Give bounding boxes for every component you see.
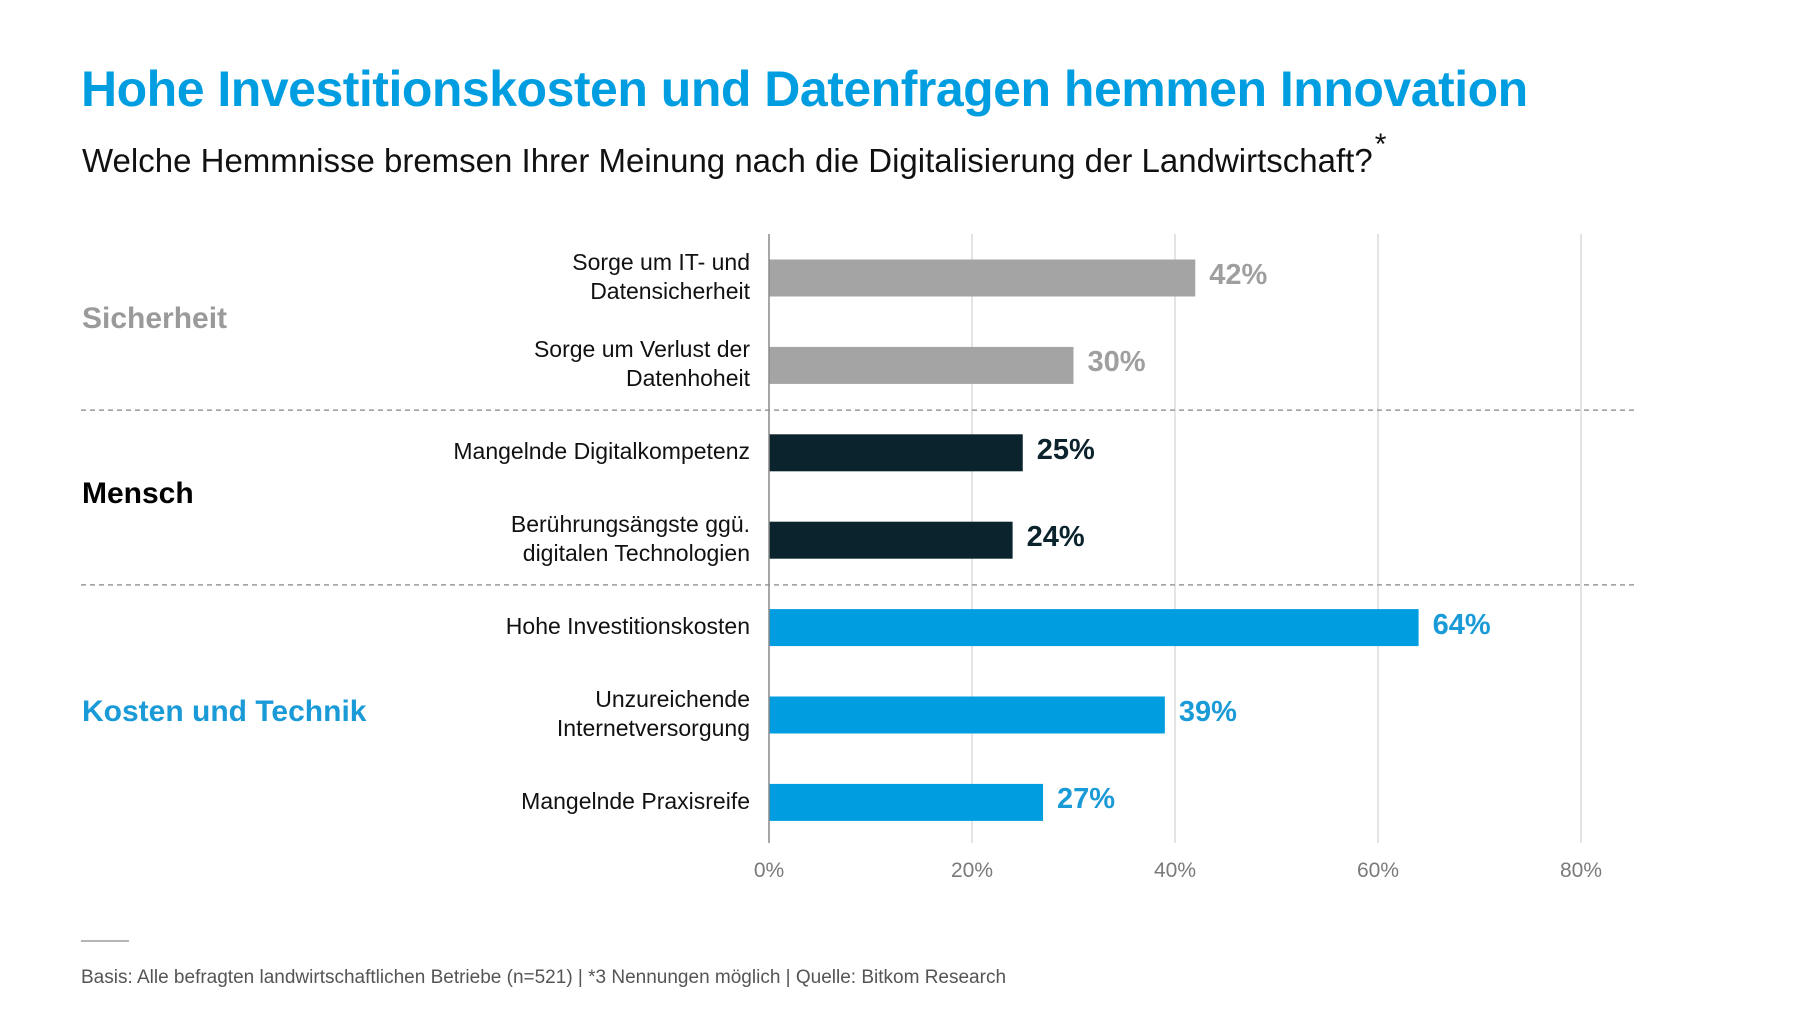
category-label: Unzureichende Internetversorgung xyxy=(556,686,750,741)
value-label: 24% xyxy=(1026,521,1085,554)
bar xyxy=(769,696,1165,734)
value-label: 42% xyxy=(1209,259,1268,291)
value-label: 39% xyxy=(1178,696,1237,728)
category-label: Mangelnde Praxisreife xyxy=(521,787,750,814)
bar xyxy=(769,609,1419,647)
x-tick-label: 60% xyxy=(1356,859,1400,882)
x-tick-label: 80% xyxy=(1559,859,1603,882)
chart-title: Hohe Investitionskosten und Datenfragen … xyxy=(81,61,1528,117)
group-label: Sicherheit xyxy=(82,301,228,335)
x-tick-label: 40% xyxy=(1153,859,1197,882)
x-tick-label: 20% xyxy=(950,859,994,882)
footnote-marker: * xyxy=(1374,128,1387,161)
x-tick-label: 0% xyxy=(753,859,785,882)
value-label: 30% xyxy=(1087,346,1146,379)
chart-subtitle: Welche Hemmnisse bremsen Ihrer Meinung n… xyxy=(82,128,1386,180)
bar xyxy=(769,434,1023,472)
subtitle-text: Welche Hemmnisse bremsen Ihrer Meinung n… xyxy=(82,142,1373,179)
value-label: 25% xyxy=(1036,433,1095,466)
bar xyxy=(769,521,1013,559)
value-label: 27% xyxy=(1057,783,1116,816)
bar xyxy=(769,259,1196,297)
bar xyxy=(769,346,1074,384)
group-label: Kosten und Technik xyxy=(82,695,367,728)
value-label: 64% xyxy=(1432,608,1491,641)
category-label: Berührungsängste ggü. digitalen Technolo… xyxy=(510,511,750,567)
group-label: Mensch xyxy=(82,476,194,510)
source-footnote: Basis: Alle befragten landwirtschaftlich… xyxy=(81,967,1007,988)
bar xyxy=(769,783,1044,821)
category-label: Hohe Investitionskosten xyxy=(505,613,750,640)
category-label: Sorge um Verlust der Datenhoheit xyxy=(533,336,750,392)
category-label: Sorge um IT- und Datensicherheit xyxy=(572,249,750,304)
footer-divider xyxy=(81,940,129,942)
category-label: Mangelnde Digitalkompetenz xyxy=(453,438,750,465)
